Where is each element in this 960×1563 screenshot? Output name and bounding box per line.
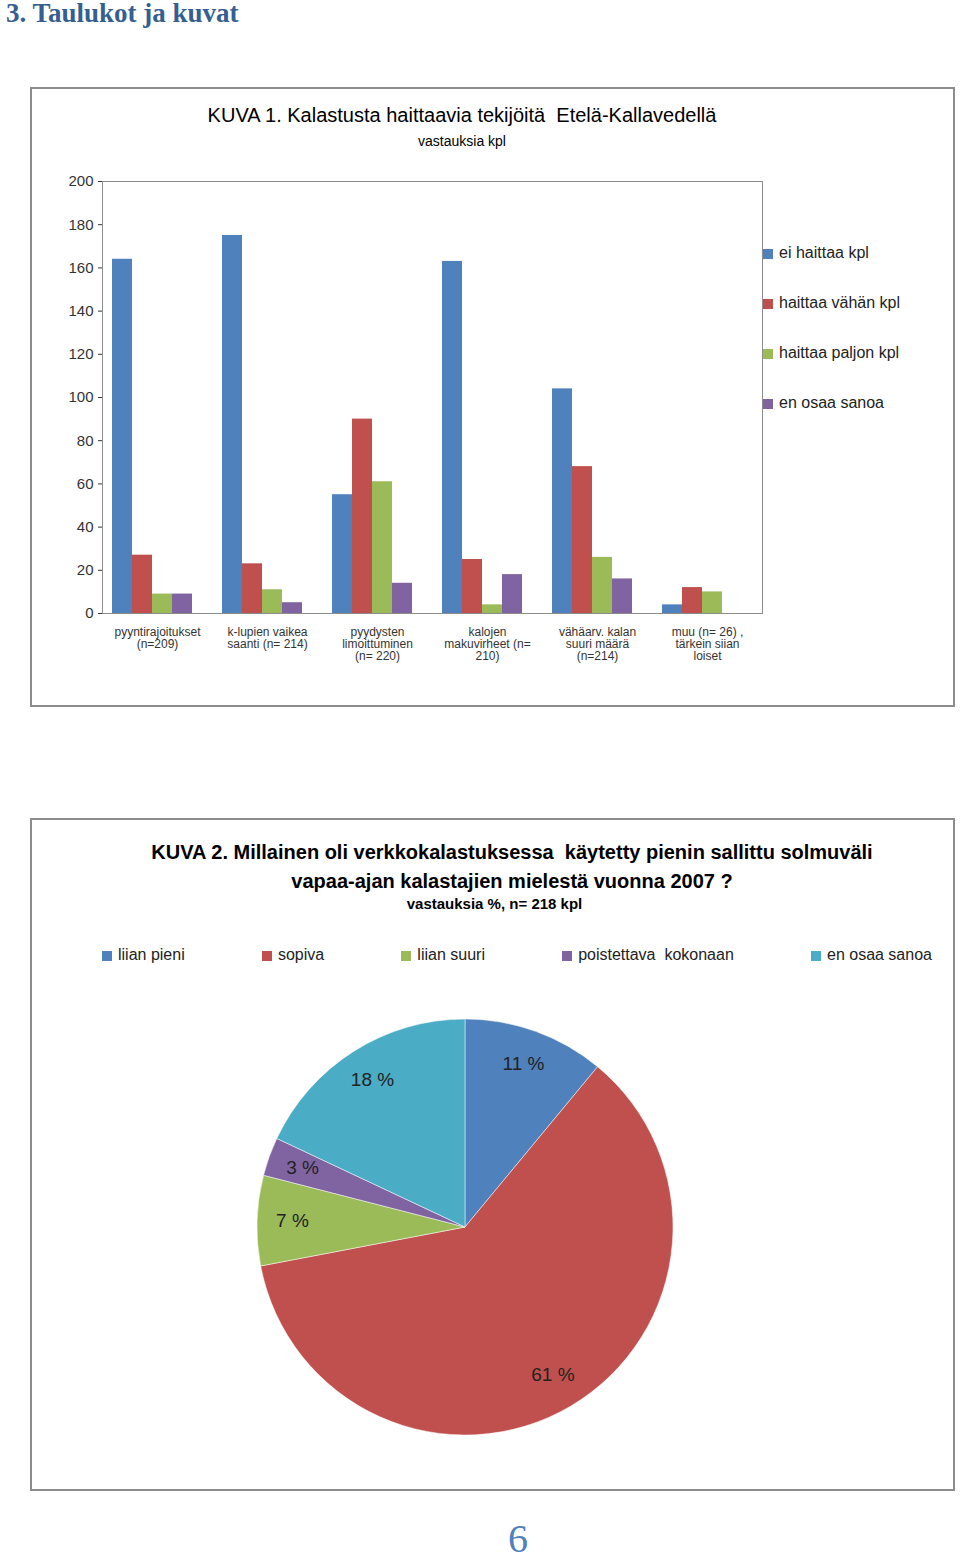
svg-text:80: 80 bbox=[77, 432, 94, 449]
svg-text:120: 120 bbox=[68, 345, 93, 362]
svg-text:muu (n= 26) ,tärkein siianlois: muu (n= 26) ,tärkein siianloiset bbox=[672, 625, 744, 663]
svg-text:40: 40 bbox=[77, 518, 94, 535]
html-text:liian suuri: liian suuri bbox=[417, 946, 485, 963]
html-text:en osaa sanoa: en osaa sanoa bbox=[779, 394, 884, 411]
svg-text:60: 60 bbox=[77, 475, 94, 492]
svg-text:160: 160 bbox=[68, 259, 93, 276]
html-text:KUVA 1. Kalastusta haittaavia: KUVA 1. Kalastusta haittaavia tekijöitä … bbox=[207, 104, 717, 126]
svg-text:7 %: 7 % bbox=[276, 1210, 309, 1231]
svg-text:pyyntirajoitukset(n=209): pyyntirajoitukset(n=209) bbox=[114, 625, 201, 651]
svg-text:18 %: 18 % bbox=[351, 1069, 394, 1090]
svg-text:3 %: 3 % bbox=[286, 1157, 319, 1178]
html-text:liian pieni: liian pieni bbox=[118, 946, 185, 963]
svg-text:k-lupien vaikeasaanti (n= 214): k-lupien vaikeasaanti (n= 214) bbox=[227, 625, 308, 651]
html-text:poistettava kokonaan: poistettava kokonaan bbox=[578, 946, 734, 963]
html-text:en osaa sanoa: en osaa sanoa bbox=[827, 946, 932, 963]
svg-text:kalojenmakuvirheet (n=210): kalojenmakuvirheet (n=210) bbox=[444, 625, 530, 663]
svg-text:20: 20 bbox=[77, 561, 94, 578]
html-text:KUVA 2. Millainen oli verkkoka: KUVA 2. Millainen oli verkkokalastuksess… bbox=[151, 841, 879, 892]
html-text:6: 6 bbox=[508, 1516, 528, 1561]
svg-text:0: 0 bbox=[85, 604, 93, 621]
html-text:vastauksia kpl: vastauksia kpl bbox=[418, 133, 506, 149]
svg-text:180: 180 bbox=[68, 216, 93, 233]
svg-text:vähäarv. kalansuuri määrä(n=21: vähäarv. kalansuuri määrä(n=214) bbox=[559, 625, 636, 663]
svg-text:pyydystenlimoittuminen(n= 220): pyydystenlimoittuminen(n= 220) bbox=[342, 625, 413, 663]
html-text:sopiva: sopiva bbox=[277, 946, 325, 963]
svg-text:200: 200 bbox=[68, 172, 93, 189]
svg-text:100: 100 bbox=[68, 388, 93, 405]
html-text:haittaa vähän kpl: haittaa vähän kpl bbox=[779, 294, 900, 311]
svg-text:11 %: 11 % bbox=[503, 1053, 545, 1074]
svg-text:140: 140 bbox=[68, 302, 93, 319]
html-text:vastauksia %, n= 218 kpl: vastauksia %, n= 218 kpl bbox=[406, 895, 583, 912]
html-text:ei haittaa kpl: ei haittaa kpl bbox=[779, 244, 869, 261]
svg-text:61 %: 61 % bbox=[531, 1364, 574, 1385]
html-text:haittaa paljon kpl: haittaa paljon kpl bbox=[779, 344, 900, 361]
